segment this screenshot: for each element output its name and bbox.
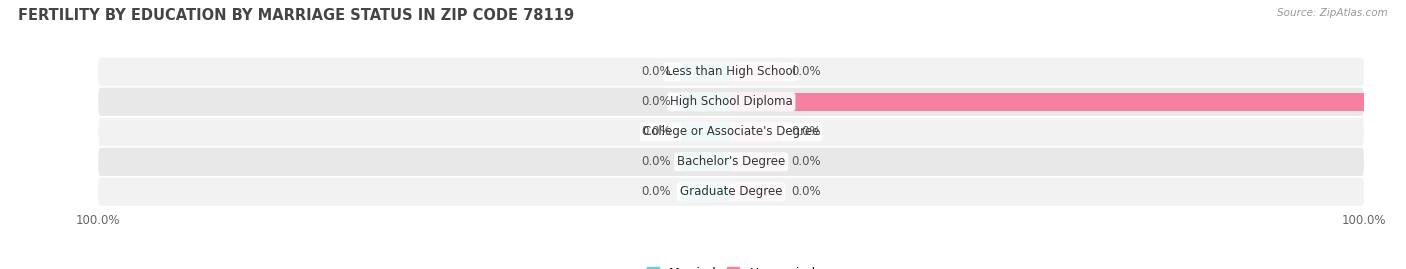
Bar — [681, 62, 731, 81]
Text: College or Associate's Degree: College or Associate's Degree — [643, 125, 820, 138]
Bar — [681, 122, 731, 141]
Bar — [681, 93, 731, 111]
Text: Bachelor's Degree: Bachelor's Degree — [678, 155, 785, 168]
Bar — [681, 183, 731, 201]
Text: 0.0%: 0.0% — [792, 65, 821, 78]
Text: Source: ZipAtlas.com: Source: ZipAtlas.com — [1277, 8, 1388, 18]
Bar — [731, 122, 782, 141]
FancyBboxPatch shape — [98, 178, 1364, 206]
Text: 0.0%: 0.0% — [792, 125, 821, 138]
Bar — [731, 62, 782, 81]
Text: 0.0%: 0.0% — [641, 185, 671, 198]
Bar — [731, 93, 1364, 111]
Legend: Married, Unmarried: Married, Unmarried — [641, 262, 821, 269]
Bar — [731, 153, 782, 171]
Text: 100.0%: 100.0% — [1369, 95, 1406, 108]
Text: FERTILITY BY EDUCATION BY MARRIAGE STATUS IN ZIP CODE 78119: FERTILITY BY EDUCATION BY MARRIAGE STATU… — [18, 8, 575, 23]
FancyBboxPatch shape — [98, 148, 1364, 176]
FancyBboxPatch shape — [98, 88, 1364, 116]
Text: 0.0%: 0.0% — [641, 65, 671, 78]
Text: Less than High School: Less than High School — [666, 65, 796, 78]
FancyBboxPatch shape — [98, 58, 1364, 86]
Bar — [681, 153, 731, 171]
Text: Graduate Degree: Graduate Degree — [681, 185, 782, 198]
Text: 0.0%: 0.0% — [641, 155, 671, 168]
Text: 0.0%: 0.0% — [792, 185, 821, 198]
Text: 0.0%: 0.0% — [641, 125, 671, 138]
FancyBboxPatch shape — [98, 118, 1364, 146]
Text: 0.0%: 0.0% — [792, 155, 821, 168]
Text: 0.0%: 0.0% — [641, 95, 671, 108]
Text: High School Diploma: High School Diploma — [669, 95, 793, 108]
Bar — [731, 183, 782, 201]
